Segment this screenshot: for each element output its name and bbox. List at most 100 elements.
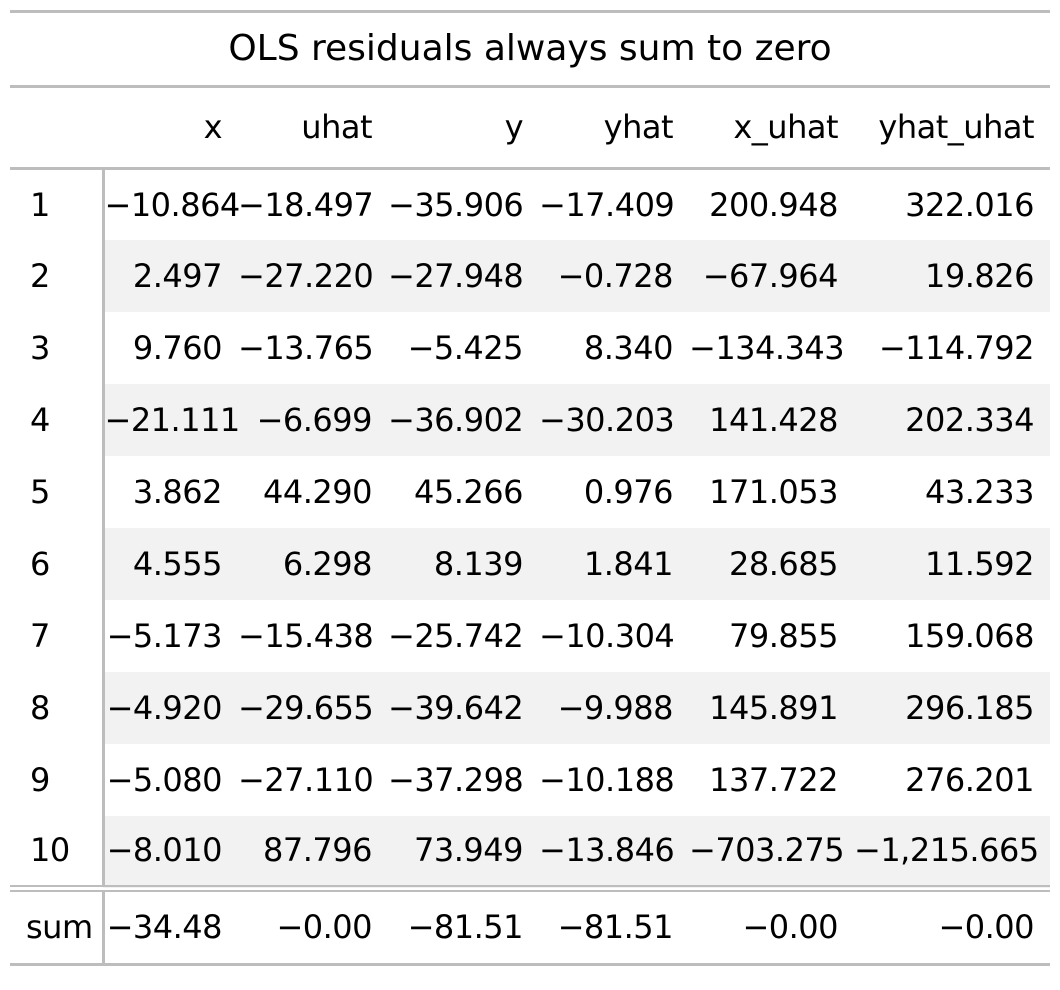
table-row: 9 −5.080 −27.110 −37.298 −10.188 137.722 276.2…	[10, 744, 1050, 816]
cell-uhat: −18.497	[238, 185, 374, 224]
row-label: 1	[10, 168, 105, 240]
cell-yhat-uhat: 159.068	[905, 617, 1034, 655]
row-label: 3	[10, 312, 105, 384]
header-row: x uhat y yhat x_uhat yhat_uhat	[10, 88, 1050, 168]
cell-x-uhat: −67.964	[689, 240, 854, 312]
sum-row: sum −34.48 −0.00 −81.51 −81.51 −0.00 −0.…	[10, 884, 1050, 966]
cell-x-uhat: 79.855	[729, 617, 838, 655]
cell-y: −5.425	[407, 329, 524, 367]
table-row: 4 −21.111 −6.699 −36.902 −30.203 141.428 202.3…	[10, 384, 1050, 456]
column-header-y: y	[504, 108, 524, 147]
table-row: 5 3.862 44.290 45.266 0.976 171.053 43.233	[10, 456, 1050, 528]
table-row: 3 9.760 −13.765 −5.425 8.340 −134.343 −114.792	[10, 312, 1050, 384]
cell-uhat: −27.220	[238, 240, 388, 312]
row-label: 6	[10, 528, 105, 600]
column-header-yhat: yhat	[603, 108, 674, 147]
cell-uhat: −6.699	[238, 384, 388, 456]
title-rule	[10, 85, 1050, 88]
cell-x-uhat: −134.343	[689, 329, 845, 367]
cell-x-uhat: 171.053	[709, 473, 838, 511]
cell-uhat: 6.298	[238, 528, 388, 600]
row-label: 8	[10, 672, 105, 744]
cell-y: 45.266	[414, 473, 523, 511]
table-row: 2 2.497 −27.220 −27.948 −0.728 −67.964 19.826	[10, 240, 1050, 312]
cell-uhat: 87.796	[238, 816, 388, 888]
cell-uhat: −27.110	[238, 761, 374, 799]
cell-yhat: 8.340	[583, 329, 674, 367]
table-row: 8 −4.920 −29.655 −39.642 −9.988 145.891 296.18…	[10, 672, 1050, 744]
cell-yhat: 0.976	[583, 473, 674, 511]
cell-yhat-uhat: 296.185	[854, 672, 1050, 744]
sum-cell-x-uhat: −0.00	[689, 884, 854, 966]
column-header-x-uhat: x_uhat	[733, 108, 838, 147]
column-header-stub	[10, 88, 103, 168]
cell-uhat: −15.438	[238, 617, 374, 655]
cell-x: −5.080	[106, 761, 223, 799]
cell-yhat-uhat: 276.201	[905, 761, 1034, 799]
cell-x-uhat: 145.891	[689, 672, 854, 744]
residuals-table-panel: OLS residuals always sum to zero x uhat …	[10, 10, 1050, 966]
row-label: 10	[10, 816, 105, 888]
table-row: 1 −10.864 −18.497 −35.906 −17.409 200.948 322.…	[10, 168, 1050, 240]
sum-cell-uhat: −0.00	[238, 884, 388, 966]
row-label: 9	[10, 744, 105, 816]
cell-x: −21.111	[103, 384, 240, 456]
cell-y: −39.642	[388, 672, 539, 744]
cell-y: 73.949	[388, 816, 539, 888]
cell-x-uhat: 200.948	[709, 185, 838, 224]
cell-yhat: 1.841	[539, 528, 689, 600]
cell-yhat: −10.188	[539, 761, 675, 799]
cell-yhat-uhat: −1,215.665	[854, 816, 1050, 888]
column-header-x: x	[203, 108, 223, 147]
cell-yhat-uhat: 43.233	[925, 473, 1034, 511]
cell-y: −37.298	[388, 761, 524, 799]
cell-yhat-uhat: 11.592	[854, 528, 1050, 600]
cell-yhat: −30.203	[539, 384, 689, 456]
sum-cell-yhat: −81.51	[539, 884, 689, 966]
row-label: 2	[10, 240, 105, 312]
sum-row-label: sum	[10, 884, 105, 966]
cell-yhat: −9.988	[539, 672, 689, 744]
table-row: 7 −5.173 −15.438 −25.742 −10.304 79.855 159.06…	[10, 600, 1050, 672]
cell-x: 9.760	[132, 329, 223, 367]
row-label: 7	[10, 600, 105, 672]
table-row: 6 4.555 6.298 8.139 1.841 28.685 11.592	[10, 528, 1050, 600]
row-label: 5	[10, 456, 105, 528]
cell-x: 4.555	[103, 528, 238, 600]
cell-yhat: −17.409	[539, 185, 675, 224]
cell-uhat: −13.765	[238, 329, 374, 367]
cell-x-uhat: 141.428	[689, 384, 854, 456]
top-rule	[10, 10, 1050, 13]
cell-uhat: −29.655	[238, 672, 388, 744]
sum-cell-x: −34.48	[103, 884, 238, 966]
cell-yhat-uhat: −114.792	[878, 329, 1035, 367]
sum-cell-yhat-uhat: −0.00	[854, 884, 1050, 966]
sum-cell-y: −81.51	[388, 884, 539, 966]
cell-yhat-uhat: 202.334	[854, 384, 1050, 456]
row-label: 4	[10, 384, 105, 456]
cell-x-uhat: 28.685	[689, 528, 854, 600]
table-row: 10 −8.010 87.796 73.949 −13.846 −703.275 −1,21…	[10, 816, 1050, 888]
cell-uhat: 44.290	[263, 473, 372, 511]
table-title: OLS residuals always sum to zero	[228, 28, 832, 69]
cell-yhat: −13.846	[539, 816, 689, 888]
cell-x: −8.010	[103, 816, 238, 888]
residuals-table: x uhat y yhat x_uhat yhat_uhat 1 −10.864−…	[10, 88, 1050, 966]
cell-x: 3.862	[132, 473, 223, 511]
cell-x-uhat: −703.275	[689, 816, 854, 888]
cell-y: 8.139	[388, 528, 539, 600]
column-header-yhat-uhat: yhat_uhat	[878, 108, 1034, 147]
cell-y: −27.948	[388, 240, 539, 312]
cell-yhat: −0.728	[539, 240, 689, 312]
cell-yhat-uhat: 322.016	[905, 185, 1034, 224]
cell-yhat: −10.304	[539, 617, 675, 655]
cell-y: −25.742	[388, 617, 524, 655]
cell-yhat-uhat: 19.826	[854, 240, 1050, 312]
cell-x: −4.920	[103, 672, 238, 744]
cell-x: −5.173	[106, 617, 223, 655]
column-header-uhat: uhat	[301, 108, 372, 147]
cell-y: −36.902	[388, 384, 539, 456]
table-body: 1 −10.864 −18.497 −35.906 −17.409 200.948 322.…	[10, 168, 1050, 966]
cell-y: −35.906	[388, 185, 524, 224]
cell-x-uhat: 137.722	[709, 761, 838, 799]
